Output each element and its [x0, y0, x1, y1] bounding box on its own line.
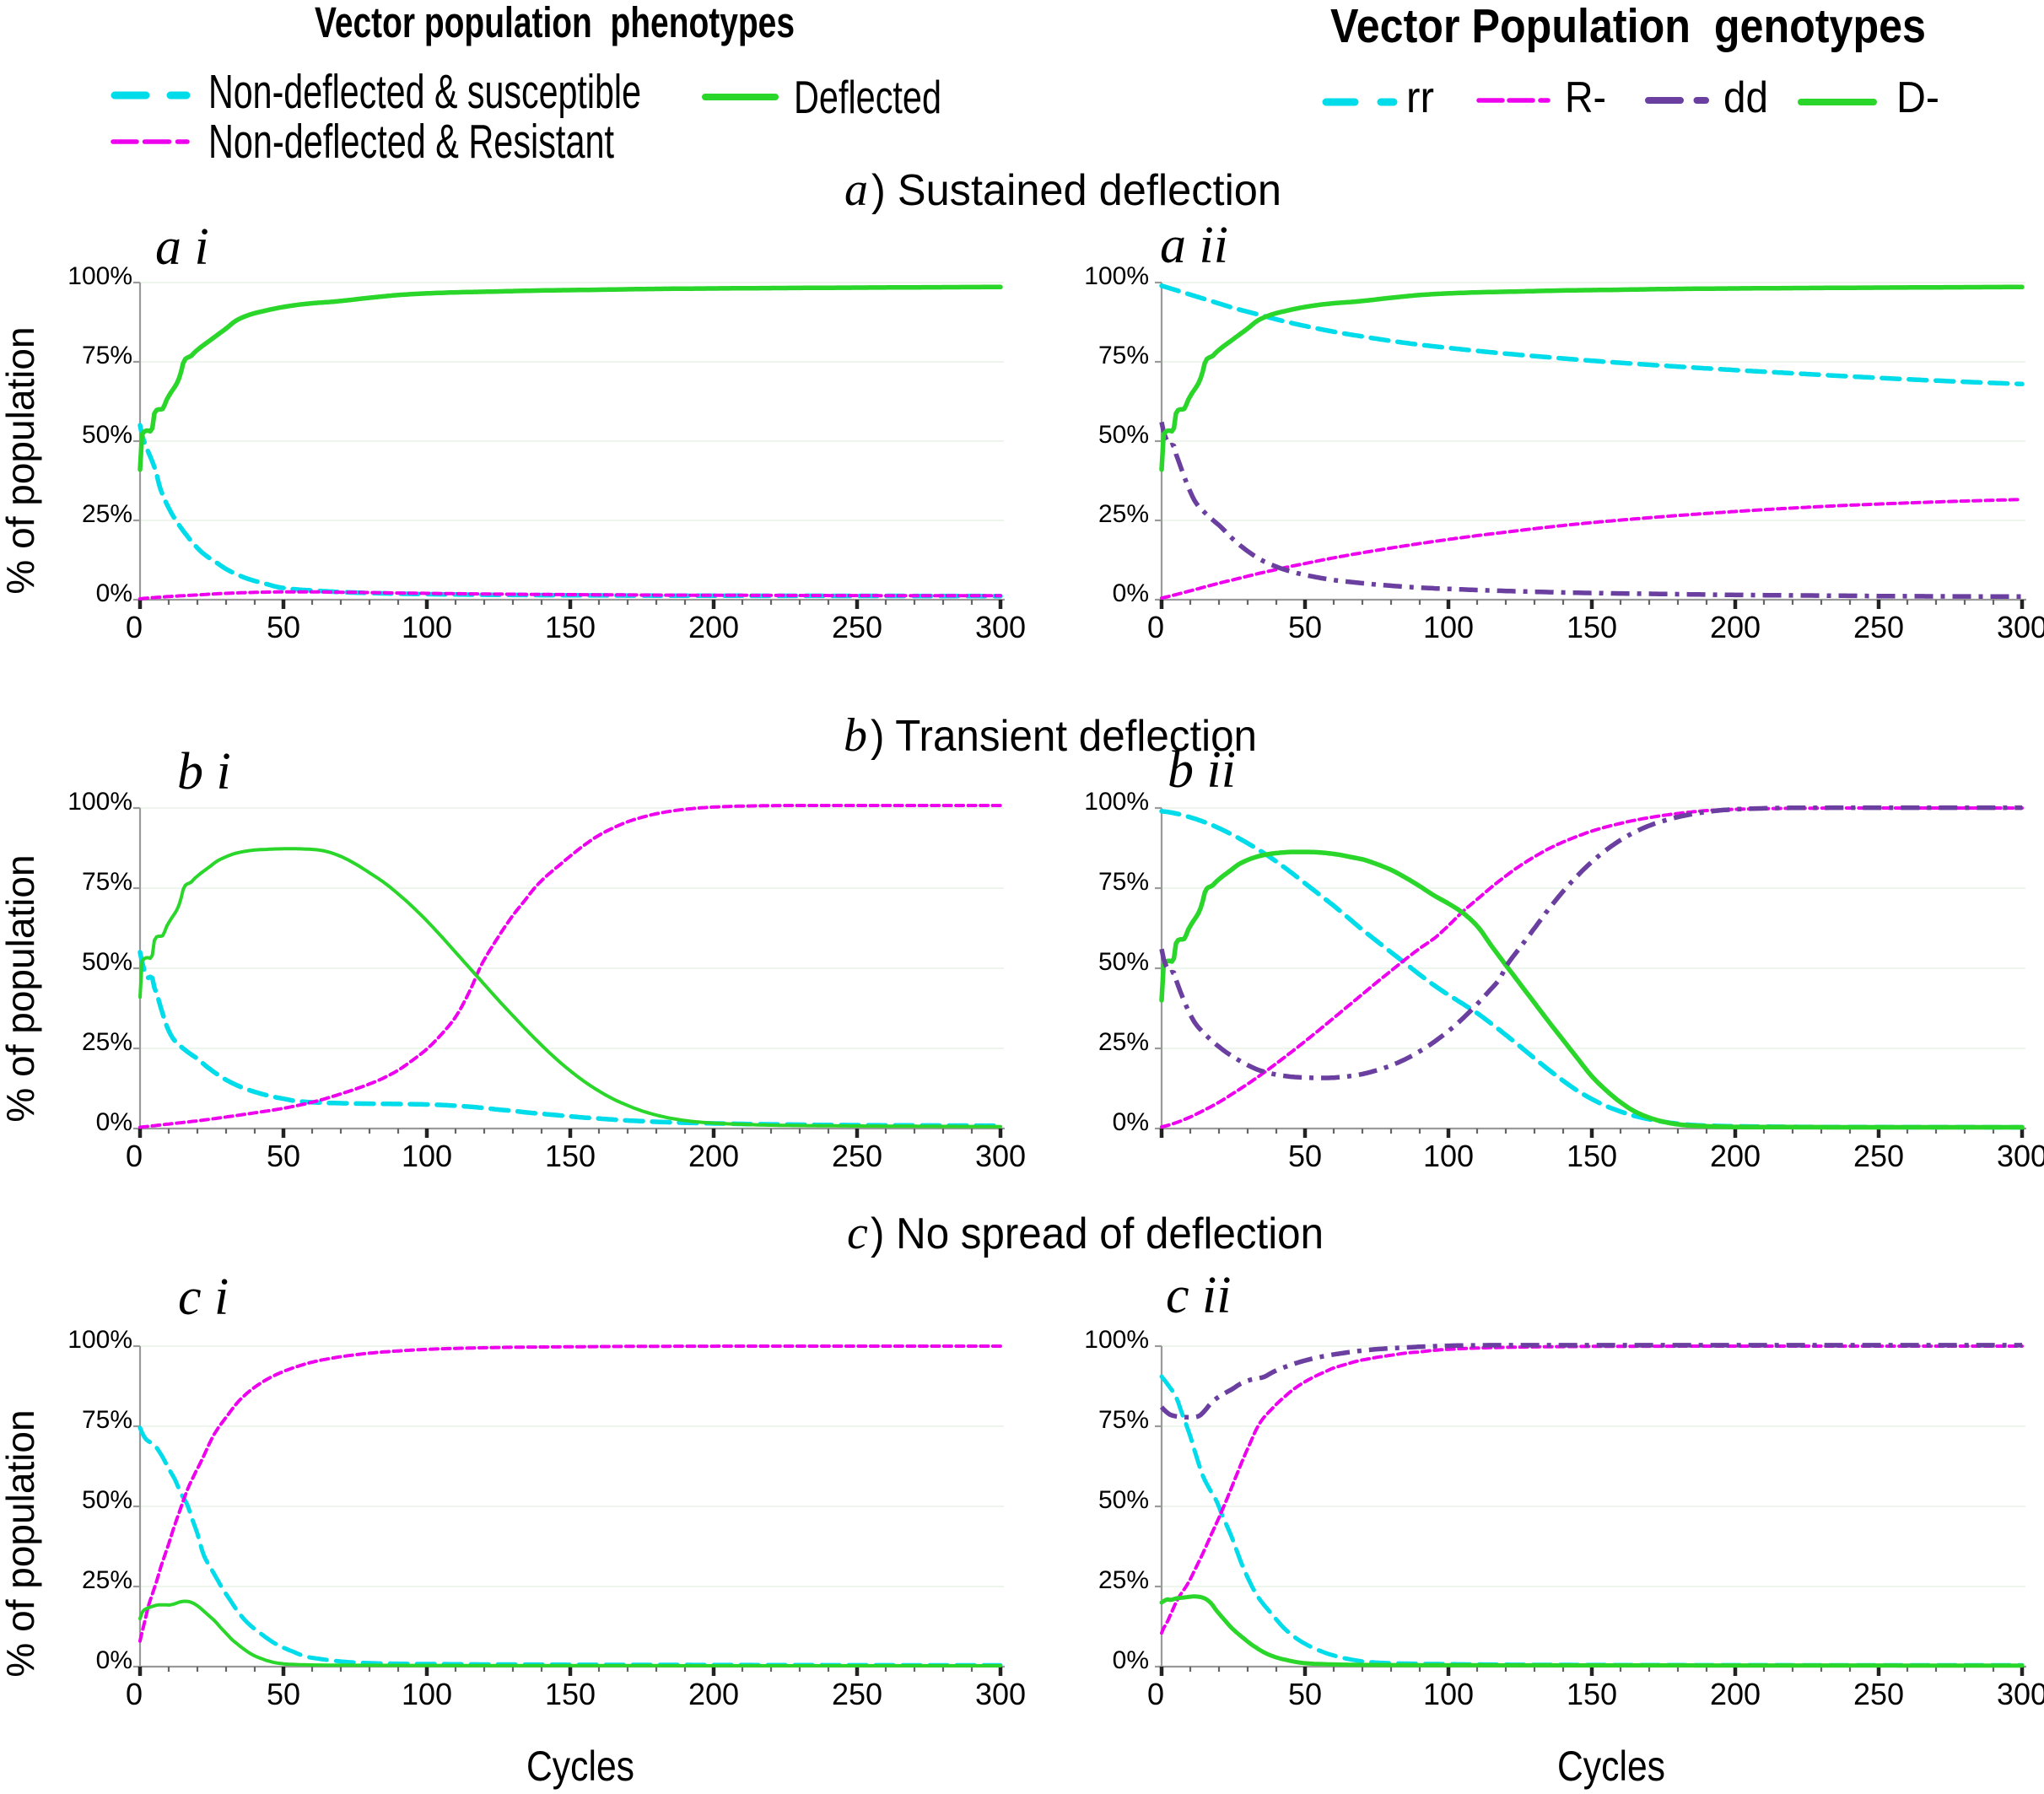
svg-text:b i: b i — [177, 743, 231, 800]
svg-text:0%: 0% — [1113, 1108, 1149, 1136]
svg-text:Vector Population genotypes: Vector Population genotypes — [1330, 0, 1926, 53]
svg-text:c: c — [847, 1207, 868, 1259]
svg-text:100%: 100% — [1084, 262, 1149, 290]
svg-text:Non-deflected & susceptible: Non-deflected & susceptible — [208, 65, 641, 119]
svg-text:250: 250 — [1853, 1139, 1904, 1173]
svg-text:25%: 25% — [1098, 1028, 1149, 1056]
svg-text:300: 300 — [975, 1139, 1026, 1173]
svg-text:250: 250 — [1853, 1677, 1904, 1711]
svg-text:100: 100 — [1423, 1677, 1474, 1711]
svg-text:0: 0 — [126, 1677, 143, 1711]
svg-text:) No spread of deflection: ) No spread of deflection — [871, 1209, 1324, 1258]
svg-text:75%: 75% — [82, 1406, 132, 1434]
svg-text:300: 300 — [1997, 1677, 2044, 1711]
svg-text:25%: 25% — [1098, 1566, 1149, 1594]
svg-text:50%: 50% — [1098, 948, 1149, 976]
svg-text:100: 100 — [402, 1139, 452, 1173]
svg-text:200: 200 — [688, 610, 739, 644]
svg-text:150: 150 — [1567, 1139, 1617, 1173]
svg-text:a i: a i — [155, 218, 209, 276]
svg-text:100%: 100% — [67, 1326, 132, 1354]
svg-text:50: 50 — [267, 1139, 300, 1173]
svg-text:100%: 100% — [67, 262, 132, 290]
svg-text:0: 0 — [1147, 1677, 1164, 1711]
svg-text:75%: 75% — [1098, 868, 1149, 896]
svg-text:100: 100 — [1423, 610, 1474, 644]
svg-text:0%: 0% — [96, 1646, 132, 1674]
svg-text:75%: 75% — [82, 868, 132, 896]
svg-text:50%: 50% — [1098, 421, 1149, 449]
svg-text:50: 50 — [1288, 1677, 1322, 1711]
svg-text:200: 200 — [1710, 1677, 1761, 1711]
svg-text:0%: 0% — [96, 579, 132, 607]
svg-text:100: 100 — [1423, 1139, 1474, 1173]
svg-text:300: 300 — [1997, 1139, 2044, 1173]
svg-text:0%: 0% — [96, 1108, 132, 1136]
svg-text:300: 300 — [1997, 610, 2044, 644]
svg-text:25%: 25% — [82, 1028, 132, 1056]
svg-text:dd: dd — [1723, 73, 1768, 122]
svg-text:75%: 75% — [1098, 1406, 1149, 1434]
svg-text:25%: 25% — [82, 500, 132, 528]
svg-text:50: 50 — [267, 1677, 300, 1711]
svg-text:50%: 50% — [1098, 1486, 1149, 1514]
svg-text:100: 100 — [402, 1677, 452, 1711]
svg-text:75%: 75% — [1098, 342, 1149, 369]
svg-text:250: 250 — [832, 1139, 882, 1173]
svg-text:25%: 25% — [82, 1566, 132, 1594]
svg-text:150: 150 — [1567, 610, 1617, 644]
svg-text:200: 200 — [688, 1139, 739, 1173]
svg-text:100%: 100% — [67, 788, 132, 816]
svg-text:50%: 50% — [82, 948, 132, 976]
svg-text:c ii: c ii — [1166, 1267, 1231, 1324]
svg-text:rr: rr — [1406, 73, 1434, 122]
svg-text:300: 300 — [975, 1677, 1026, 1711]
svg-text:D-: D- — [1896, 73, 1939, 122]
svg-text:0: 0 — [126, 610, 143, 644]
svg-text:Cycles: Cycles — [1557, 1743, 1665, 1790]
svg-text:Vector population phenotypes: Vector population phenotypes — [315, 0, 795, 46]
svg-text:Non-deflected & Resistant: Non-deflected & Resistant — [208, 115, 614, 169]
svg-text:150: 150 — [1567, 1677, 1617, 1711]
svg-text:a: a — [844, 164, 868, 216]
svg-text:150: 150 — [545, 1139, 596, 1173]
svg-text:0: 0 — [126, 1139, 143, 1173]
svg-text:Cycles: Cycles — [526, 1743, 634, 1790]
svg-text:25%: 25% — [1098, 500, 1149, 528]
svg-text:250: 250 — [832, 1677, 882, 1711]
svg-text:50: 50 — [1288, 1139, 1322, 1173]
svg-text:Deflected: Deflected — [794, 71, 941, 123]
svg-text:200: 200 — [688, 1677, 739, 1711]
svg-text:100%: 100% — [1084, 1326, 1149, 1354]
svg-text:200: 200 — [1710, 1139, 1761, 1173]
svg-text:300: 300 — [975, 610, 1026, 644]
svg-text:) Sustained deflection: ) Sustained deflection — [871, 166, 1281, 215]
svg-text:% of population: % of population — [0, 326, 42, 594]
svg-text:150: 150 — [545, 1677, 596, 1711]
svg-text:100%: 100% — [1084, 788, 1149, 816]
svg-text:75%: 75% — [82, 342, 132, 369]
svg-text:50%: 50% — [82, 421, 132, 449]
svg-text:50: 50 — [267, 610, 300, 644]
svg-text:% of population: % of population — [0, 854, 42, 1122]
svg-text:100: 100 — [402, 610, 452, 644]
svg-text:150: 150 — [545, 610, 596, 644]
svg-text:0: 0 — [1147, 610, 1164, 644]
svg-text:b ii: b ii — [1168, 741, 1236, 799]
svg-text:200: 200 — [1710, 610, 1761, 644]
svg-text:250: 250 — [1853, 610, 1904, 644]
svg-text:% of population: % of population — [0, 1409, 42, 1677]
svg-text:0%: 0% — [1113, 579, 1149, 607]
svg-text:R-: R- — [1565, 73, 1606, 122]
svg-text:c i: c i — [178, 1269, 229, 1326]
svg-text:50%: 50% — [82, 1486, 132, 1514]
svg-text:) Transient deflection: ) Transient deflection — [871, 712, 1257, 761]
svg-text:250: 250 — [832, 610, 882, 644]
svg-text:a ii: a ii — [1160, 217, 1228, 274]
svg-text:50: 50 — [1288, 610, 1322, 644]
svg-text:b: b — [844, 709, 867, 762]
svg-text:0%: 0% — [1113, 1646, 1149, 1674]
